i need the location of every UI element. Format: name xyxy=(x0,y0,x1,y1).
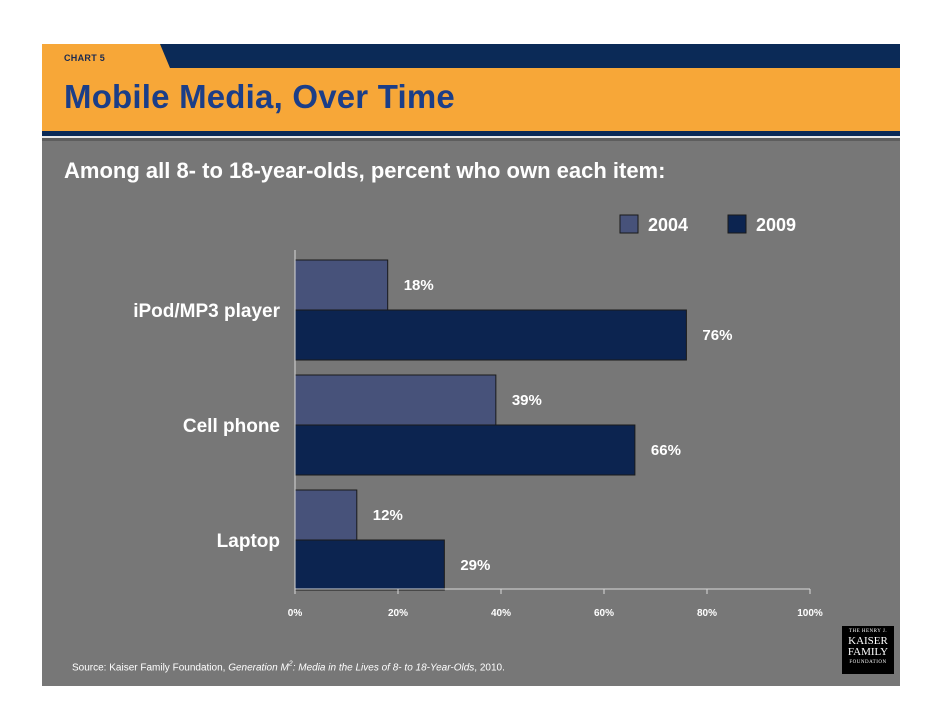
source-prefix: Source: Kaiser Family Foundation, xyxy=(72,662,229,674)
slide-title: Mobile Media, Over Time xyxy=(64,78,455,115)
legend-swatch-2004 xyxy=(619,214,639,234)
bar-chart: 18% 76% iPod/MP3 player 39% 66% Cell phone 12%… xyxy=(133,214,823,619)
bar-2004-1 xyxy=(294,374,497,426)
category-label-1: Cell phone xyxy=(183,416,280,437)
source-title-b: : Media in the Lives of 8- to 18-Year-Ol… xyxy=(292,662,475,674)
chart-tab-label: CHART 5 xyxy=(64,53,106,63)
bar-2009-2 xyxy=(294,539,445,591)
logo-line2: KAISER xyxy=(848,635,888,647)
source-title-a: Generation M xyxy=(228,662,289,674)
data-label-2009-0: 76% xyxy=(702,327,732,344)
data-label-2004-2: 12% xyxy=(373,507,403,524)
header-stripe xyxy=(42,44,900,68)
source-note: Source: Kaiser Family Foundation, Genera… xyxy=(72,661,505,673)
bar-2004-2 xyxy=(294,489,358,541)
divider-light xyxy=(42,136,900,138)
data-label-2009-1: 66% xyxy=(651,442,681,459)
category-label-2: Laptop xyxy=(217,531,280,552)
chart-tab: CHART 5 xyxy=(42,44,170,68)
category-label-0: iPod/MP3 player xyxy=(133,301,280,322)
logo-line1: THE HENRY J. xyxy=(848,629,888,634)
logo-line4: FOUNDATION xyxy=(849,660,887,665)
legend-label-2009: 2009 xyxy=(756,215,796,235)
source-superscript: 2 xyxy=(288,661,293,668)
divider-navy xyxy=(42,131,900,136)
bar-2009-1 xyxy=(294,424,636,476)
legend-label-2004: 2004 xyxy=(648,215,688,235)
title-band: Mobile Media, Over Time xyxy=(42,68,900,131)
chart-subtitle: Among all 8- to 18-year-olds, percent wh… xyxy=(64,158,666,183)
x-tick-label-5: 100% xyxy=(797,608,823,619)
logo-line3: FAMILY xyxy=(847,646,889,658)
x-tick-label-1: 20% xyxy=(388,608,408,619)
x-tick-label-4: 80% xyxy=(697,608,717,619)
x-tick-label-2: 40% xyxy=(491,608,511,619)
legend-swatch-2009 xyxy=(727,214,747,234)
bar-2004-0 xyxy=(294,259,389,311)
source-suffix: , 2010. xyxy=(474,662,505,674)
slide: CHART 5 Mobile Media, Over Time Among al… xyxy=(42,44,900,686)
data-label-2009-2: 29% xyxy=(460,557,490,574)
kaiser-logo: THE HENRY J. KAISER FAMILY FOUNDATION xyxy=(842,626,894,674)
bar-2009-0 xyxy=(294,309,687,361)
x-tick-label-3: 60% xyxy=(594,608,614,619)
x-tick-label-0: 0% xyxy=(288,608,303,619)
divider-shadow xyxy=(42,138,900,141)
data-label-2004-1: 39% xyxy=(512,392,542,409)
data-label-2004-0: 18% xyxy=(404,277,434,294)
